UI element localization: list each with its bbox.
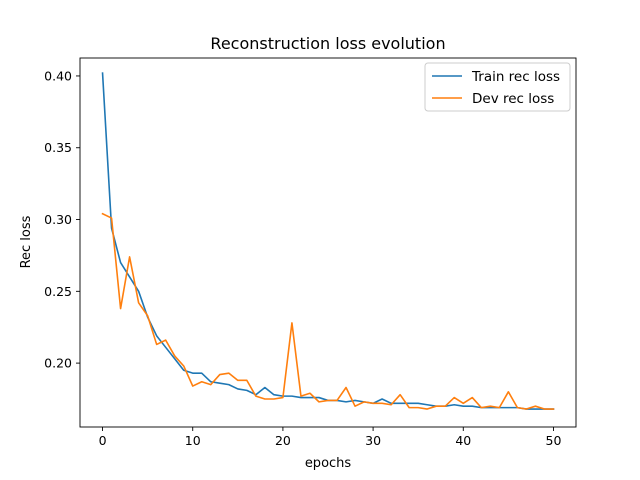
legend: Train rec loss Dev rec loss: [424, 62, 571, 112]
x-tick-label: 30: [365, 433, 381, 448]
plot-frame: [79, 57, 577, 428]
chart-title: Reconstruction loss evolution: [210, 34, 445, 53]
plot-area: 0 10 20 30 40 50 0.20 0.25 0.30 0.35 0.40: [44, 57, 577, 448]
y-axis-label: Rec loss: [19, 215, 34, 268]
x-tick-label: 50: [546, 433, 562, 448]
y-tick-label: 0.40: [44, 68, 72, 83]
x-tick-label: 20: [275, 433, 291, 448]
x-tick-label: 0: [99, 433, 107, 448]
series-line-2: [101, 212, 555, 410]
y-tick-label: 0.20: [44, 356, 72, 371]
y-tick-label: 0.30: [44, 212, 72, 227]
y-tick-label: 0.35: [44, 140, 72, 155]
x-tick-label: 40: [455, 433, 471, 448]
legend-box: [424, 62, 571, 112]
x-axis-label: epochs: [305, 456, 352, 471]
x-tick-label: 10: [185, 433, 201, 448]
legend-label-1: Train rec loss: [471, 69, 560, 85]
legend-label-2: Dev rec loss: [472, 91, 554, 107]
y-tick-label: 0.25: [44, 284, 72, 299]
